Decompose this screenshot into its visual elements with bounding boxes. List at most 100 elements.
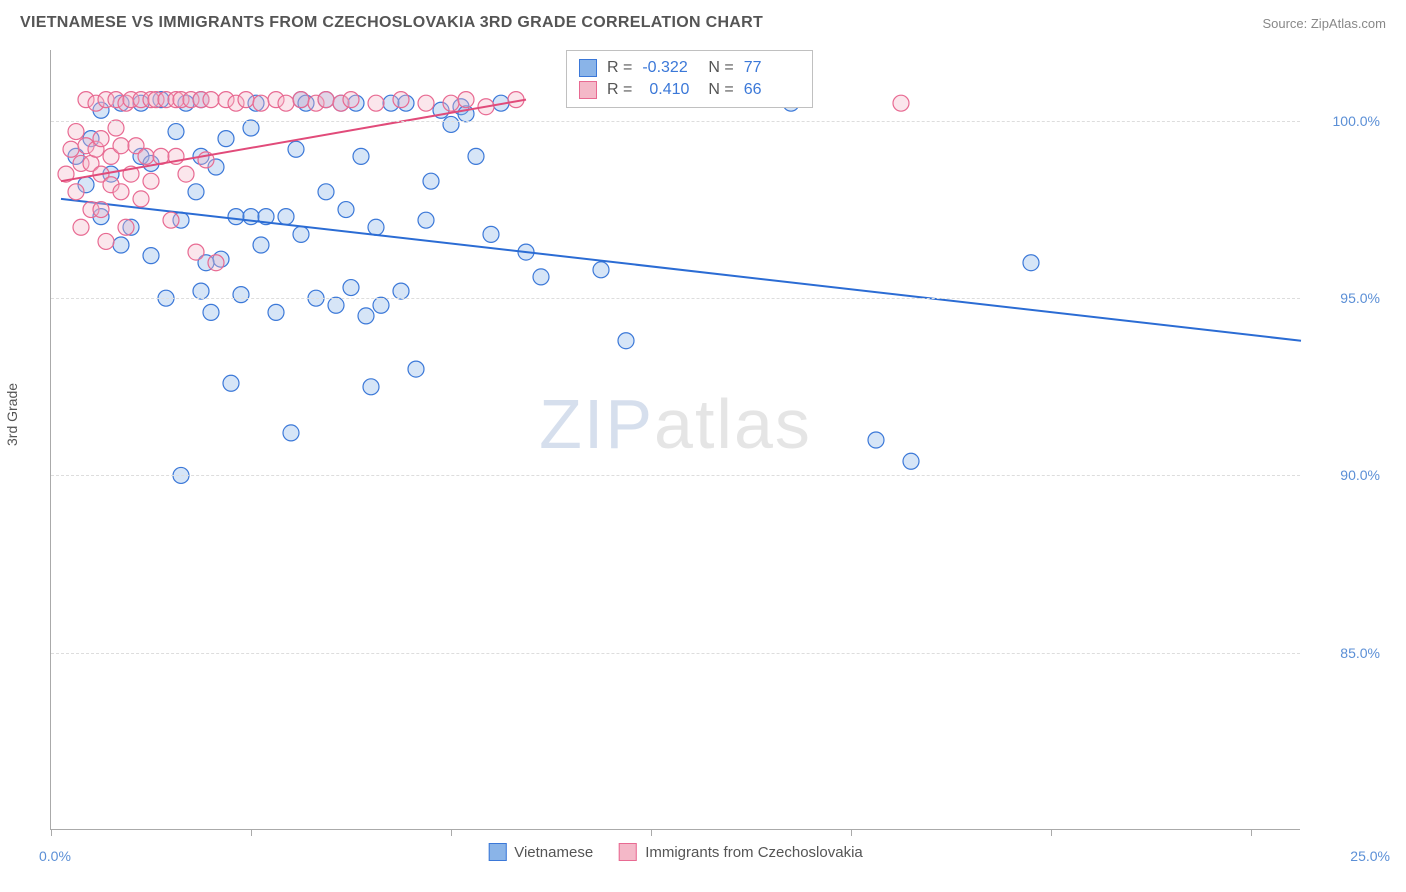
data-point xyxy=(443,116,459,132)
data-point xyxy=(253,237,269,253)
data-point xyxy=(93,202,109,218)
plot-area: ZIPatlas R = -0.322 N = 77 R = 0.410 N =… xyxy=(50,50,1300,830)
data-point xyxy=(288,141,304,157)
data-point xyxy=(418,212,434,228)
data-point xyxy=(168,124,184,140)
data-point xyxy=(868,432,884,448)
data-point xyxy=(98,233,114,249)
x-tick xyxy=(1051,829,1052,836)
x-tick xyxy=(851,829,852,836)
data-point xyxy=(188,244,204,260)
data-point xyxy=(458,92,474,108)
data-point xyxy=(138,148,154,164)
y-tick-label: 95.0% xyxy=(1340,290,1380,306)
x-tick xyxy=(1251,829,1252,836)
data-point xyxy=(1023,255,1039,271)
n-value-0: 77 xyxy=(744,59,800,77)
data-point xyxy=(533,269,549,285)
scatter-svg xyxy=(51,50,1300,829)
data-point xyxy=(343,92,359,108)
data-point xyxy=(368,95,384,111)
n-label-1: N = xyxy=(708,81,733,99)
x-end-label: 25.0% xyxy=(1350,848,1390,864)
legend-swatch-1 xyxy=(619,843,637,861)
data-point xyxy=(108,120,124,136)
data-point xyxy=(233,287,249,303)
gridline-h xyxy=(51,475,1300,476)
source-value: ZipAtlas.com xyxy=(1311,16,1386,31)
data-point xyxy=(343,280,359,296)
data-point xyxy=(353,148,369,164)
data-point xyxy=(268,304,284,320)
data-point xyxy=(483,226,499,242)
data-point xyxy=(358,308,374,324)
data-point xyxy=(903,453,919,469)
header-row: VIETNAMESE VS IMMIGRANTS FROM CZECHOSLOV… xyxy=(20,14,1386,32)
data-point xyxy=(283,425,299,441)
data-point xyxy=(178,166,194,182)
data-point xyxy=(238,92,254,108)
data-point xyxy=(318,92,334,108)
data-point xyxy=(243,120,259,136)
data-point xyxy=(143,248,159,264)
data-point xyxy=(393,92,409,108)
x-start-label: 0.0% xyxy=(39,848,71,864)
data-point xyxy=(468,148,484,164)
data-point xyxy=(408,361,424,377)
data-point xyxy=(393,283,409,299)
legend-item-1: Immigrants from Czechoslovakia xyxy=(619,843,863,861)
r-value-0: -0.322 xyxy=(642,59,698,77)
legend-item-0: Vietnamese xyxy=(488,843,593,861)
data-point xyxy=(618,333,634,349)
data-point xyxy=(318,184,334,200)
data-point xyxy=(278,95,294,111)
x-tick xyxy=(451,829,452,836)
stats-row-0: R = -0.322 N = 77 xyxy=(579,57,800,79)
data-point xyxy=(93,131,109,147)
data-point xyxy=(368,219,384,235)
data-point xyxy=(208,255,224,271)
data-point xyxy=(228,209,244,225)
data-point xyxy=(68,124,84,140)
bottom-legend: Vietnamese Immigrants from Czechoslovaki… xyxy=(488,843,863,861)
data-point xyxy=(203,304,219,320)
data-point xyxy=(118,219,134,235)
data-point xyxy=(63,141,79,157)
data-point xyxy=(203,92,219,108)
x-tick xyxy=(251,829,252,836)
data-point xyxy=(253,95,269,111)
chart-title: VIETNAMESE VS IMMIGRANTS FROM CZECHOSLOV… xyxy=(20,14,763,32)
data-point xyxy=(373,297,389,313)
legend-swatch-0 xyxy=(488,843,506,861)
source-label: Source: xyxy=(1262,16,1310,31)
data-point xyxy=(443,95,459,111)
n-label-0: N = xyxy=(708,59,733,77)
data-point xyxy=(68,184,84,200)
x-tick xyxy=(51,829,52,836)
r-value-1: 0.410 xyxy=(642,81,698,99)
data-point xyxy=(113,184,129,200)
y-tick-label: 90.0% xyxy=(1340,467,1380,483)
legend-label-0: Vietnamese xyxy=(514,844,593,861)
data-point xyxy=(418,95,434,111)
y-tick-label: 85.0% xyxy=(1340,645,1380,661)
y-axis-title: 3rd Grade xyxy=(4,383,20,446)
data-point xyxy=(293,226,309,242)
data-point xyxy=(423,173,439,189)
gridline-h xyxy=(51,298,1300,299)
data-point xyxy=(338,202,354,218)
data-point xyxy=(73,219,89,235)
stats-legend-box: R = -0.322 N = 77 R = 0.410 N = 66 xyxy=(566,50,813,108)
r-label-0: R = xyxy=(607,59,632,77)
swatch-series-0 xyxy=(579,59,597,77)
data-point xyxy=(223,375,239,391)
swatch-series-1 xyxy=(579,81,597,99)
data-point xyxy=(193,283,209,299)
data-point xyxy=(893,95,909,111)
data-point xyxy=(113,237,129,253)
data-point xyxy=(143,173,159,189)
r-label-1: R = xyxy=(607,81,632,99)
stats-row-1: R = 0.410 N = 66 xyxy=(579,79,800,101)
data-point xyxy=(328,297,344,313)
data-point xyxy=(133,191,149,207)
